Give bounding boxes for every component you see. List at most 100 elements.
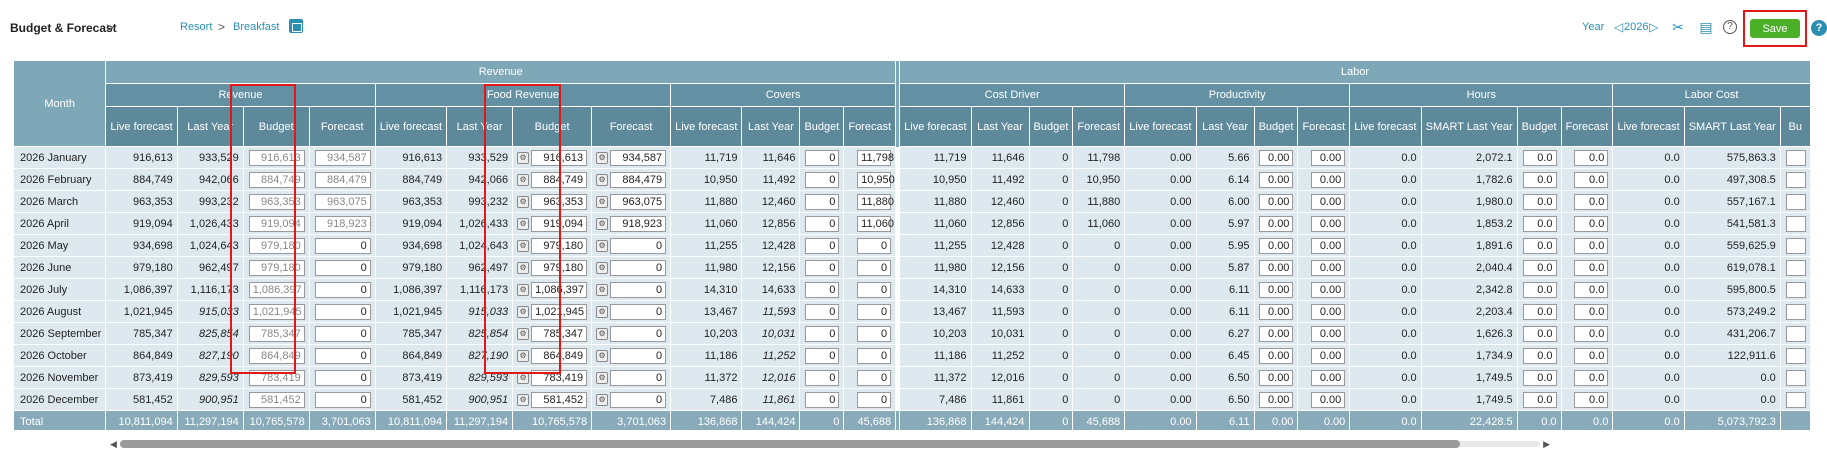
budget-input[interactable]: 0 [857,281,892,298]
budget-input[interactable]: 963,075 [314,193,371,210]
budget-input[interactable]: 581,452 [531,391,588,408]
budget-input[interactable]: 0 [610,347,667,364]
budget-input[interactable]: 0 [805,369,840,386]
budget-input[interactable]: 0 [805,325,840,342]
budget-input[interactable]: 0.0 [1522,237,1557,254]
allocation-icon[interactable]: ⚙ [596,239,609,252]
budget-input[interactable]: 0 [857,347,892,364]
budget-input[interactable]: 0 [805,215,840,232]
budget-input[interactable]: 11,880 [857,193,894,210]
horizontal-scrollbar[interactable]: ◀ ▶ [110,439,1550,449]
budget-input[interactable]: 11,060 [857,215,894,232]
budget-input[interactable]: 0.0 [1574,347,1609,364]
budget-input[interactable]: 0.0 [1522,369,1557,386]
column-header[interactable]: Forecast [1560,106,1614,147]
budget-input[interactable]: 963,353 [248,193,305,210]
allocation-icon[interactable]: ⚙ [517,261,530,274]
column-header[interactable]: Budget [1028,106,1074,147]
column-header[interactable]: SMART Last Year [1683,106,1781,147]
budget-input[interactable]: 0.0 [1522,259,1557,276]
allocation-icon[interactable]: ⚙ [596,393,609,406]
budget-input[interactable]: 1,086,397 [531,281,588,298]
allocation-icon[interactable]: ⚙ [517,327,530,340]
budget-input[interactable]: 11,798 [857,149,894,166]
budget-input[interactable]: 963,353 [531,193,588,210]
budget-input[interactable]: 0.0 [1522,347,1557,364]
budget-input[interactable]: 884,749 [248,171,305,188]
budget-input[interactable]: 0.0 [1574,259,1609,276]
budget-input[interactable] [1785,215,1806,232]
budget-input[interactable]: 0.00 [1259,237,1294,254]
column-header[interactable]: Live forecast [1124,106,1197,147]
column-header[interactable]: Last Year [1195,106,1255,147]
allocation-icon[interactable]: ⚙ [596,305,609,318]
budget-input[interactable]: 0.0 [1574,215,1609,232]
allocation-icon[interactable]: ⚙ [596,173,609,186]
budget-input[interactable]: 0 [857,237,892,254]
budget-input[interactable]: 864,849 [248,347,305,364]
budget-input[interactable]: 884,749 [531,171,588,188]
year-prev-icon[interactable]: ◁ [1614,20,1624,34]
budget-input[interactable]: 884,479 [314,171,371,188]
budget-input[interactable]: 0.00 [1259,149,1294,166]
budget-input[interactable]: 0 [805,237,840,254]
budget-input[interactable]: 918,923 [610,215,667,232]
budget-input[interactable]: 0.00 [1311,193,1346,210]
column-header[interactable]: Last Year [176,106,244,147]
budget-input[interactable]: 0 [314,303,371,320]
column-header[interactable]: Budget [799,106,845,147]
budget-input[interactable]: 0.00 [1311,303,1346,320]
allocation-icon[interactable]: ⚙ [596,349,609,362]
budget-input[interactable]: 0.0 [1522,281,1557,298]
budget-input[interactable]: 0.00 [1259,259,1294,276]
budget-input[interactable]: 1,021,945 [531,303,588,320]
budget-input[interactable]: 979,180 [531,237,588,254]
allocation-icon[interactable]: ⚙ [517,371,530,384]
column-header[interactable]: Last Year [970,106,1030,147]
column-header[interactable]: Live forecast [1612,106,1685,147]
budget-input[interactable]: 0.0 [1522,215,1557,232]
allocation-icon[interactable]: ⚙ [517,173,530,186]
budget-input[interactable]: 785,347 [248,325,305,342]
allocation-icon[interactable]: ⚙ [596,195,609,208]
budget-input[interactable] [1785,369,1806,386]
budget-input[interactable]: 0.0 [1522,171,1557,188]
column-header[interactable]: SMART Last Year [1420,106,1518,147]
budget-input[interactable]: 0.0 [1574,193,1609,210]
budget-input[interactable]: 979,180 [531,259,588,276]
budget-input[interactable]: 0 [314,347,371,364]
allocation-icon[interactable]: ⚙ [517,239,530,252]
column-header[interactable]: Live forecast [670,106,743,147]
column-header[interactable]: Live forecast [374,106,448,147]
budget-input[interactable]: 0.00 [1311,369,1346,386]
budget-input[interactable]: 0 [805,193,840,210]
budget-input[interactable]: 0 [610,259,667,276]
budget-input[interactable]: 0.0 [1574,369,1609,386]
budget-input[interactable] [1785,149,1806,166]
budget-input[interactable]: 0 [610,391,667,408]
budget-input[interactable] [1785,347,1806,364]
title-chevron[interactable]: > [106,20,114,35]
budget-input[interactable]: 0.0 [1574,171,1609,188]
budget-input[interactable]: 0.00 [1311,237,1346,254]
column-header[interactable]: Bu [1779,106,1811,147]
budget-input[interactable]: 0.00 [1259,369,1294,386]
budget-input[interactable]: 919,094 [531,215,588,232]
allocation-icon[interactable]: ⚙ [596,283,609,296]
allocation-icon[interactable]: ⚙ [596,371,609,384]
budget-input[interactable]: 0.00 [1311,149,1346,166]
budget-input[interactable]: 0.00 [1311,281,1346,298]
scroll-thumb[interactable] [120,440,1460,448]
budget-input[interactable]: 0 [857,325,892,342]
column-header[interactable]: Forecast [1297,106,1351,147]
allocation-icon[interactable]: ⚙ [517,151,530,164]
budget-input[interactable]: 0 [857,391,892,408]
budget-input[interactable]: 963,075 [610,193,667,210]
budget-input[interactable] [1785,171,1806,188]
budget-input[interactable]: 581,452 [248,391,305,408]
budget-input[interactable]: 919,094 [248,215,305,232]
budget-input[interactable]: 0 [857,259,892,276]
budget-input[interactable] [1785,303,1806,320]
budget-input[interactable]: 0.00 [1259,193,1294,210]
budget-input[interactable]: 0 [857,303,892,320]
